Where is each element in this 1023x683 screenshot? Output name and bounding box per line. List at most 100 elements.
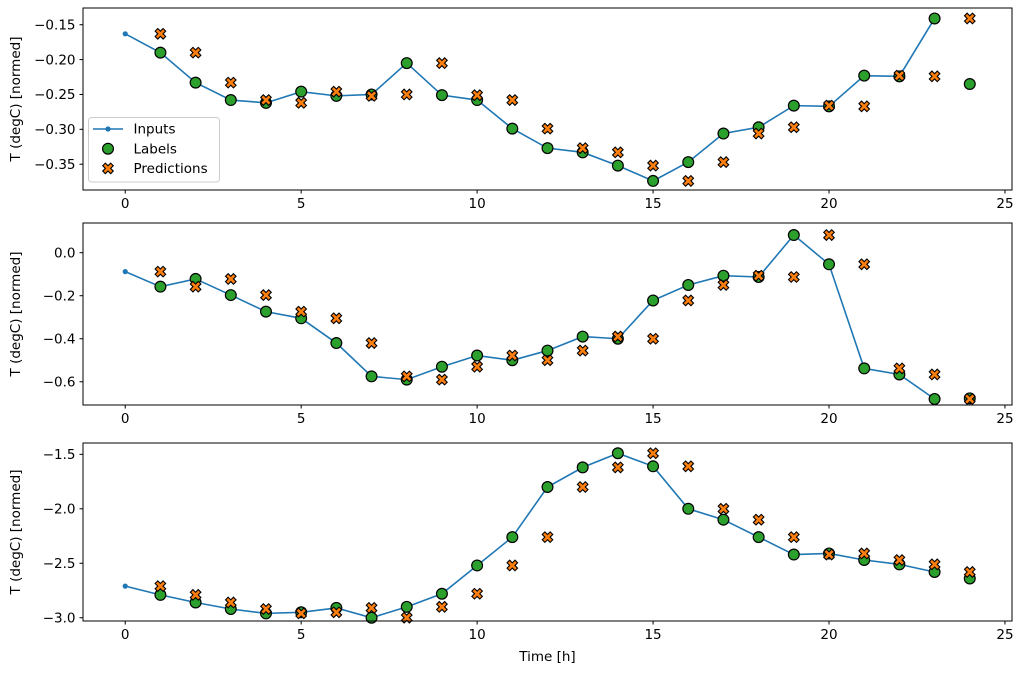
x-tick-label: 10 (469, 196, 486, 212)
label-point (541, 142, 554, 155)
x-tick-label: 15 (644, 411, 661, 427)
x-tick-label: 0 (121, 196, 130, 212)
label-point (752, 531, 765, 544)
prediction-point (717, 278, 730, 292)
prediction-point (506, 349, 519, 362)
prediction-point (435, 600, 448, 613)
label-point (189, 76, 202, 89)
input-point (122, 269, 128, 275)
y-axis-label: T (degC) [normed] (8, 252, 24, 378)
prediction-point (435, 373, 448, 386)
label-point (506, 122, 519, 135)
x-axis-label: Time [h] (518, 649, 575, 665)
subplot-3: −1.5 −2.0 −2.5 −3.0 0 5 10 15 20 25 T (degC) [norm… (8, 442, 1014, 643)
prediction-point (858, 258, 871, 271)
label-point (787, 99, 800, 112)
label-point (576, 461, 589, 474)
x-tick-label: 10 (469, 627, 486, 643)
prediction-point (822, 548, 836, 561)
label-point (330, 337, 343, 350)
prediction-point (963, 392, 976, 406)
prediction-point (787, 121, 800, 134)
label-point (400, 57, 413, 70)
label-point (611, 447, 624, 460)
label-point (435, 89, 448, 102)
legend: Inputs Labels Predictions (88, 117, 220, 183)
label-point (576, 330, 589, 343)
prediction-point (717, 502, 730, 515)
label-point (858, 362, 871, 375)
prediction-point (400, 88, 413, 101)
prediction-point (963, 565, 976, 579)
y-tick-label: 0.0 (54, 245, 75, 261)
label-point (365, 611, 378, 624)
prediction-point (822, 229, 836, 242)
prediction-point (752, 127, 765, 140)
y-tick-label: −0.30 (34, 122, 75, 138)
prediction-point (576, 142, 589, 155)
plot-area (83, 443, 1012, 621)
label-point (717, 513, 730, 526)
subplot-1: −0.15 −0.20 −0.25 −0.30 −0.35 0 5 10 15 20 25 T (de… (8, 7, 1014, 212)
prediction-point (963, 12, 976, 25)
prediction-point (295, 96, 308, 109)
prediction-point (154, 580, 167, 593)
plot-area (83, 8, 1012, 190)
label-point (928, 12, 941, 25)
inputs-line (124, 233, 936, 400)
prediction-point (224, 76, 237, 89)
label-point (365, 370, 378, 383)
label-point (682, 156, 695, 169)
prediction-point (365, 336, 378, 350)
prediction-point (928, 558, 941, 571)
y-tick-label: −0.20 (34, 52, 75, 68)
prediction-point (365, 89, 378, 102)
x-tick-label: 5 (297, 411, 306, 427)
prediction-point (682, 174, 695, 187)
label-point (823, 258, 836, 271)
label-point (400, 600, 413, 613)
prediction-point (224, 272, 237, 285)
y-tick-label: −2.5 (43, 556, 76, 572)
y-tick-label: −0.6 (43, 374, 76, 390)
prediction-point (400, 370, 413, 383)
x-tick-label: 20 (820, 411, 837, 427)
prediction-point (259, 289, 273, 302)
legend-item-label: Inputs (134, 122, 176, 138)
prediction-point (154, 27, 167, 40)
legend-inputs-dot-icon (105, 126, 111, 132)
prediction-point (435, 57, 448, 70)
prediction-point (259, 602, 273, 616)
prediction-point (506, 559, 519, 572)
x-tick-label: 25 (996, 627, 1013, 643)
prediction-point (752, 513, 765, 526)
label-point (717, 127, 730, 140)
prediction-point (224, 596, 237, 609)
prediction-point (611, 146, 624, 159)
prediction-point (154, 265, 167, 278)
prediction-point (189, 280, 202, 293)
prediction-point (752, 269, 765, 282)
label-point (435, 587, 448, 600)
prediction-point (295, 607, 308, 620)
y-tick-label: −0.15 (34, 17, 75, 33)
label-point (787, 229, 800, 242)
label-point (858, 69, 871, 82)
label-point (506, 531, 519, 544)
prediction-point (611, 330, 624, 343)
label-point (682, 502, 695, 515)
label-point (611, 159, 624, 172)
prediction-point (471, 587, 484, 600)
legend-predictions-x-icon (101, 162, 115, 175)
label-point (471, 559, 484, 572)
y-tick-label: −2.0 (43, 502, 76, 518)
x-tick-label: 5 (297, 627, 306, 643)
prediction-point (365, 601, 378, 614)
label-point (682, 278, 695, 291)
label-point (541, 344, 554, 357)
label-point (647, 294, 660, 307)
prediction-point (647, 332, 660, 345)
prediction-point (928, 70, 941, 83)
